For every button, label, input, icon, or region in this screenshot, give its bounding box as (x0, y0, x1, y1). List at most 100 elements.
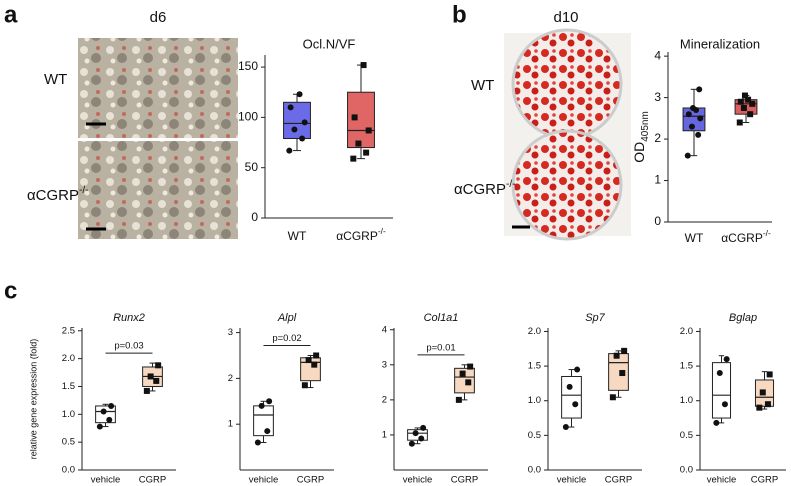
data-point (756, 404, 763, 411)
data-point (759, 389, 766, 396)
data-point (747, 111, 754, 118)
y-tick-label: 1.0 (528, 395, 541, 406)
data-point (684, 152, 691, 159)
data-point (266, 398, 273, 405)
data-point (100, 408, 107, 415)
data-point (363, 149, 370, 156)
panel-label: b (452, 1, 467, 28)
data-point (418, 435, 425, 442)
data-point (613, 352, 620, 359)
data-point (291, 126, 298, 133)
y-tick-label: 2 (654, 131, 661, 145)
x-tick-label: CGRP (139, 475, 166, 486)
data-point (408, 440, 415, 447)
data-point (745, 96, 752, 103)
data-point (412, 430, 419, 437)
data-point (96, 423, 103, 430)
row-label: αCGRP-/- (454, 179, 515, 198)
data-point (695, 131, 702, 138)
y-tick-label: 0.0 (680, 465, 693, 476)
y-tick-label: 2.0 (680, 326, 693, 337)
box (347, 91, 375, 149)
micrograph (78, 38, 238, 138)
data-point (619, 370, 626, 377)
well (511, 129, 623, 241)
y-tick-label: 4 (382, 324, 387, 335)
y-tick-label: 0.0 (62, 465, 75, 476)
y-tick-label: 1 (382, 429, 387, 440)
data-point (264, 428, 271, 435)
x-tick-label-text: αCGRP (721, 231, 763, 245)
data-point (621, 347, 628, 354)
data-point (721, 401, 728, 408)
y-tick-label: 3 (654, 90, 661, 104)
data-point (572, 401, 579, 408)
y-tick-label: 100 (238, 110, 258, 124)
y-tick-label: 1.5 (62, 381, 75, 392)
y-tick-label: 1.0 (680, 395, 693, 406)
row-label: WT (44, 71, 67, 88)
data-point (155, 362, 162, 369)
data-point (741, 92, 748, 99)
y-tick-label: 0.5 (680, 430, 693, 441)
x-tick-label: αCGRP-/- (336, 226, 386, 243)
data-point (287, 104, 294, 111)
y-tick-label: 0 (251, 210, 258, 224)
data-point (688, 123, 695, 130)
x-tick-label: vehicle (249, 475, 279, 486)
x-tick-label: vehicle (91, 475, 121, 486)
data-point (108, 402, 115, 409)
x-tick-label: CGRP (451, 475, 478, 486)
x-tick-label: vehicle (403, 475, 433, 486)
data-point (305, 357, 312, 364)
x-tick-label-text: αCGRP (336, 229, 378, 243)
y-tick-label: 4 (654, 48, 661, 62)
data-point (566, 383, 573, 390)
y-tick-label: 2 (228, 373, 233, 384)
data-point (764, 401, 771, 408)
data-point (740, 104, 747, 111)
row-label-text: αCGRP (27, 187, 79, 204)
y-tick-label: 1 (228, 419, 233, 430)
x-tick-label: vehicle (557, 475, 587, 486)
data-point (420, 424, 427, 431)
data-point (106, 416, 113, 423)
data-point (467, 363, 474, 370)
p-value: p=0.02 (272, 333, 301, 344)
data-point (301, 119, 308, 126)
data-point (147, 373, 154, 380)
panel-label: a (4, 1, 18, 28)
data-point (313, 352, 320, 359)
y-tick-label: 1.5 (680, 361, 693, 372)
data-point (350, 155, 357, 162)
box (454, 367, 475, 394)
data-point (143, 387, 150, 394)
row-label: WT (471, 77, 494, 94)
data-point (258, 402, 265, 409)
y-axis-label: relative gene expression (fold) (28, 339, 38, 460)
y-axis-label-sub: 405nm (640, 111, 651, 142)
data-point (723, 356, 730, 363)
x-tick-label: CGRP (297, 475, 324, 486)
y-axis-label: OD405nm (631, 111, 651, 163)
data-point (713, 419, 720, 426)
data-point (685, 111, 692, 118)
y-tick-label: 2.5 (62, 325, 75, 336)
y-tick-label: 3 (228, 327, 233, 338)
data-point (296, 91, 303, 98)
y-tick-label: 1.0 (62, 409, 75, 420)
y-tick-label: 1.5 (528, 361, 541, 372)
x-tick-label: WT (685, 231, 704, 245)
data-point (609, 394, 616, 401)
chart-title: Sp7 (585, 312, 605, 324)
chart-title: Col1a1 (424, 312, 459, 324)
x-tick-label: CGRP (605, 475, 632, 486)
data-point (562, 424, 569, 431)
y-tick-label: 1 (654, 173, 661, 187)
box (561, 375, 582, 419)
x-tick-label: CGRP (751, 475, 778, 486)
box (253, 405, 274, 437)
x-tick-label: vehicle (707, 475, 737, 486)
data-point (455, 396, 462, 403)
